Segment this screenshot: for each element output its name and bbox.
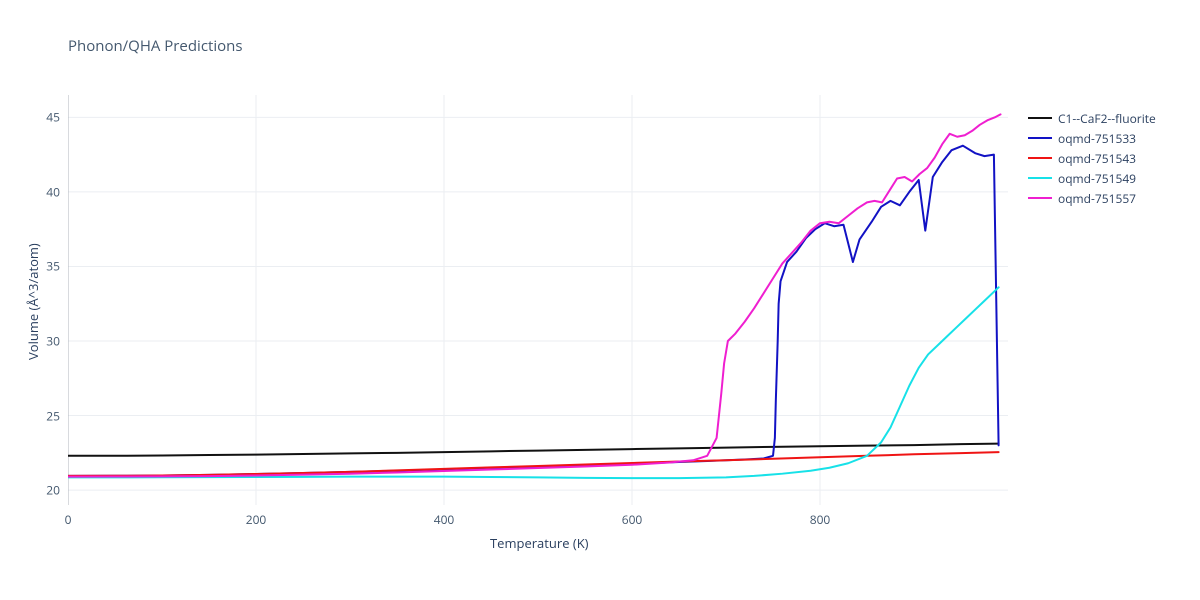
- legend-label: oqmd-751543: [1058, 150, 1136, 167]
- y-tick: 40: [46, 183, 60, 200]
- x-tick: 800: [810, 511, 831, 528]
- x-tick: 200: [246, 511, 267, 528]
- legend-label: oqmd-751549: [1058, 170, 1136, 187]
- legend-swatch: [1028, 197, 1052, 199]
- y-tick: 25: [46, 407, 60, 424]
- legend-item[interactable]: oqmd-751543: [1028, 148, 1156, 168]
- y-tick: 20: [46, 482, 60, 499]
- legend-label: oqmd-751533: [1058, 130, 1136, 147]
- legend-item[interactable]: C1--CaF2--fluorite: [1028, 108, 1156, 128]
- x-axis-label: Temperature (K): [490, 534, 589, 552]
- legend-swatch: [1028, 157, 1052, 159]
- chart-plot: [68, 95, 1008, 505]
- y-tick: 30: [46, 333, 60, 350]
- legend-swatch: [1028, 177, 1052, 179]
- legend-label: C1--CaF2--fluorite: [1058, 110, 1156, 127]
- x-tick: 0: [65, 511, 72, 528]
- legend-item[interactable]: oqmd-751549: [1028, 168, 1156, 188]
- y-tick: 35: [46, 258, 60, 275]
- legend-item[interactable]: oqmd-751533: [1028, 128, 1156, 148]
- y-tick: 45: [46, 109, 60, 126]
- y-axis-label: Volume (Å^3/atom): [24, 243, 42, 360]
- chart-title: Phonon/QHA Predictions: [68, 36, 243, 56]
- x-tick: 400: [434, 511, 455, 528]
- legend-item[interactable]: oqmd-751557: [1028, 188, 1156, 208]
- legend-swatch: [1028, 137, 1052, 139]
- legend-label: oqmd-751557: [1058, 190, 1136, 207]
- x-tick: 600: [622, 511, 643, 528]
- legend-swatch: [1028, 117, 1052, 119]
- legend: C1--CaF2--fluorite oqmd-751533 oqmd-751543…: [1028, 108, 1156, 208]
